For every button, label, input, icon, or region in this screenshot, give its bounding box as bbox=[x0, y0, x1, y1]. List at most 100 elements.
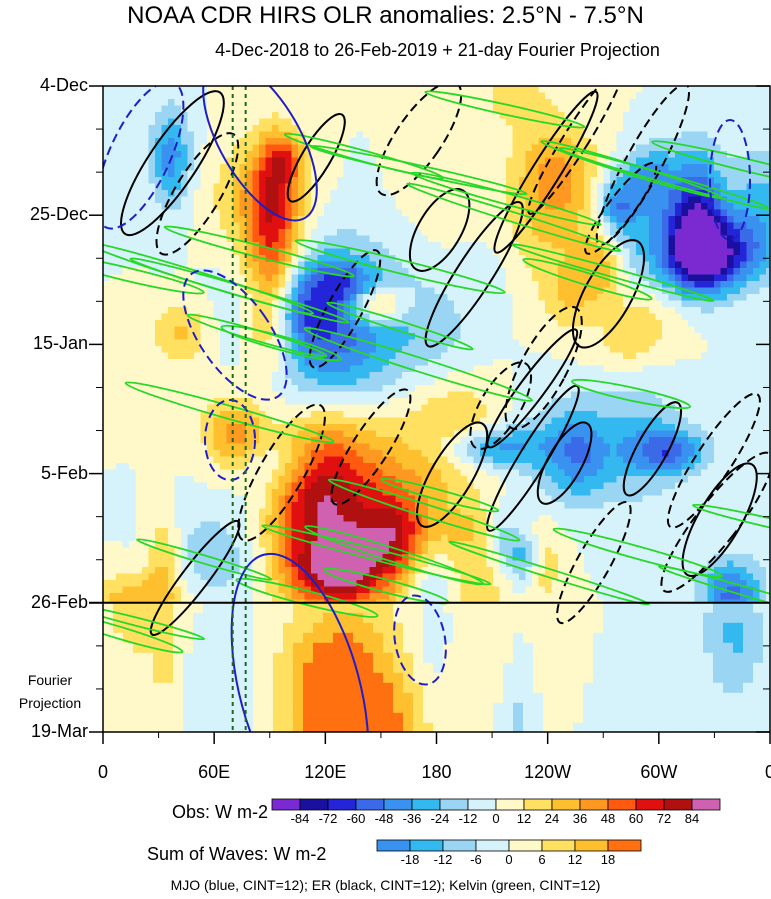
chart-subtitle: 4-Dec-2018 to 26-Feb-2019 + 21-day Fouri… bbox=[215, 40, 660, 60]
kelvin-contour bbox=[328, 478, 521, 542]
colorbar-swatch bbox=[579, 798, 609, 811]
colorbar-tick-label: -48 bbox=[374, 811, 394, 826]
kelvin-contour bbox=[380, 477, 500, 513]
y-tick-label: 19-Mar bbox=[30, 721, 88, 741]
kelvin-contour bbox=[103, 254, 205, 295]
colorbar-tick-label: 18 bbox=[600, 852, 616, 867]
x-tick-label: 60W bbox=[640, 762, 678, 782]
kelvin-contour bbox=[103, 611, 184, 654]
x-tick-label: 120W bbox=[524, 762, 572, 782]
colorbar-swatch bbox=[495, 798, 525, 811]
colorbar-swatch bbox=[551, 798, 581, 811]
colorbar-swatch bbox=[442, 839, 477, 852]
kelvin-contour bbox=[571, 378, 691, 410]
er-contour bbox=[486, 328, 579, 449]
colorbar-swatch bbox=[691, 798, 721, 811]
mjo-contour bbox=[204, 399, 256, 481]
colorbar-tick-label: -18 bbox=[400, 852, 420, 867]
er-contour bbox=[666, 392, 761, 529]
colorbar-tick-label: 72 bbox=[656, 811, 672, 826]
kelvin-contour bbox=[657, 565, 770, 628]
colorbar-tick-label: -12 bbox=[458, 811, 478, 826]
colorbar-tick-label: 36 bbox=[572, 811, 588, 826]
colorbar-swatch bbox=[467, 798, 497, 811]
colorbar-tick-label: -84 bbox=[290, 811, 310, 826]
er-contour bbox=[584, 161, 658, 255]
colorbar-swatch bbox=[523, 798, 553, 811]
kelvin-contour bbox=[103, 603, 206, 641]
colorbar-swatch bbox=[376, 839, 411, 852]
er-contour bbox=[556, 500, 632, 625]
colorbar-tick-label: 12 bbox=[567, 852, 583, 867]
colorbar-swatch bbox=[663, 798, 693, 811]
kelvin-contour bbox=[326, 301, 474, 351]
kelvin-contour bbox=[406, 182, 622, 252]
colorbar-tick-label: -72 bbox=[318, 811, 338, 826]
fourier-label-1: Fourier bbox=[27, 672, 73, 688]
colorbar-tick-label: 0 bbox=[492, 811, 500, 826]
colorbar-swatch bbox=[327, 798, 357, 811]
colorbar-tick-label: -12 bbox=[433, 852, 453, 867]
er-contour bbox=[237, 403, 326, 542]
er-contour bbox=[469, 361, 533, 450]
kelvin-contour bbox=[220, 324, 342, 362]
y-tick-label: 26-Feb bbox=[30, 591, 88, 612]
er-contour bbox=[493, 90, 599, 254]
kelvin-contour bbox=[136, 538, 273, 581]
kelvin-contour bbox=[304, 525, 485, 586]
y-tick-label: 25-Dec bbox=[29, 204, 88, 225]
chart-title: NOAA CDR HIRS OLR anomalies: 2.5°N - 7.5… bbox=[127, 2, 644, 29]
wave-contours bbox=[103, 86, 770, 732]
kelvin-contour bbox=[522, 257, 653, 301]
kelvin-contour bbox=[651, 140, 770, 190]
colorbar-swatch bbox=[409, 839, 444, 852]
kelvin-contour bbox=[540, 140, 722, 199]
colorbar-swatch bbox=[508, 839, 543, 852]
x-tick-label: 60E bbox=[198, 762, 231, 782]
mjo-contour bbox=[393, 594, 447, 686]
mjo-contour bbox=[182, 269, 288, 401]
kelvin-contour bbox=[303, 326, 533, 402]
x-tick-label: 0 bbox=[97, 762, 108, 782]
kelvin-contour bbox=[552, 527, 723, 578]
er-contour bbox=[622, 401, 683, 497]
colorbar-swatch bbox=[607, 798, 637, 811]
obs-colorbar bbox=[271, 798, 721, 811]
colorbar-tick-label: 84 bbox=[684, 811, 700, 826]
er-contour bbox=[424, 200, 524, 348]
colorbar-swatch bbox=[439, 798, 469, 811]
mjo-contour bbox=[202, 86, 318, 222]
colorbar-tick-label: 0 bbox=[505, 852, 513, 867]
kelvin-contour bbox=[129, 257, 350, 324]
kelvin-contour bbox=[294, 239, 506, 295]
mjo-contour bbox=[230, 552, 370, 732]
mjo-contour bbox=[709, 119, 751, 241]
colorbar-swatch bbox=[574, 839, 609, 852]
mjo-contour bbox=[103, 86, 185, 230]
colorbar-tick-label: 12 bbox=[516, 811, 532, 826]
er-contour bbox=[527, 86, 625, 215]
colorbar-swatch bbox=[271, 798, 301, 811]
colorbar-tick-label: -60 bbox=[346, 811, 366, 826]
kelvin-contour bbox=[558, 146, 770, 210]
kelvin-contour bbox=[124, 381, 335, 444]
waves-colorbar-label: Sum of Waves: W m-2 bbox=[147, 844, 327, 864]
er-contour bbox=[571, 239, 646, 349]
footer-caption: MJO (blue, CINT=12); ER (black, CINT=12)… bbox=[170, 877, 601, 893]
er-contour bbox=[536, 421, 593, 505]
er-contour bbox=[408, 188, 471, 272]
kelvin-contour bbox=[235, 577, 379, 618]
colorbar-swatch bbox=[411, 798, 441, 811]
er-contour bbox=[286, 113, 346, 203]
kelvin-contour bbox=[511, 243, 715, 302]
colorbar-tick-label: 6 bbox=[538, 852, 546, 867]
colorbar-tick-label: -36 bbox=[402, 811, 422, 826]
fourier-label-2: Projection bbox=[18, 695, 82, 711]
x-tick-label: 120E bbox=[304, 762, 347, 782]
er-contour bbox=[149, 519, 241, 636]
kelvin-contour bbox=[261, 524, 492, 586]
x-tick-label: 0 bbox=[764, 762, 771, 782]
colorbar-swatch bbox=[635, 798, 665, 811]
y-tick-label: 4-Dec bbox=[39, 75, 88, 95]
